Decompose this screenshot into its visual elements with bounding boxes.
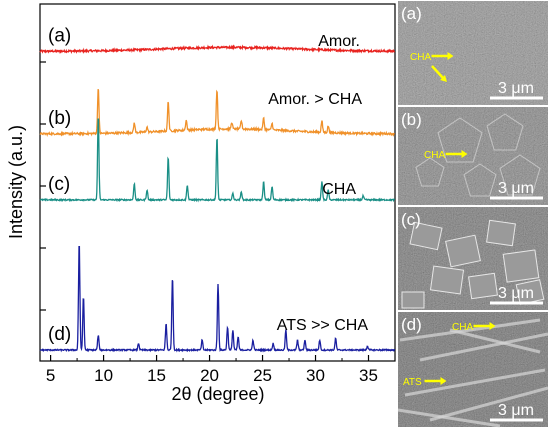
rod-crystal bbox=[397, 408, 501, 428]
arrow-head-icon bbox=[440, 377, 447, 385]
sem-panels: (a) 3 μm CHA (b) 3 μm CHA (c) 3 μm (d) 3 μm CHA ATS bbox=[397, 1, 549, 428]
series-line bbox=[39, 245, 395, 353]
sem-panel: (c) 3 μm bbox=[398, 207, 548, 310]
arrow-head-icon bbox=[447, 52, 454, 60]
sem-panel: (d) 3 μm CHA ATS bbox=[397, 312, 549, 428]
series-name: Amor. bbox=[318, 33, 360, 50]
crystal-shape bbox=[445, 234, 481, 268]
arrow-head-icon bbox=[440, 75, 447, 82]
crystal-shape bbox=[499, 154, 541, 196]
rod-crystal bbox=[404, 368, 546, 397]
trace-tag: (d) bbox=[48, 324, 71, 345]
sem-annotation: CHA bbox=[452, 322, 473, 333]
crystal-shape bbox=[415, 157, 445, 187]
x-tick-label: 10 bbox=[94, 366, 113, 385]
scale-bar-label: 3 μm bbox=[498, 80, 534, 97]
series-line bbox=[39, 44, 396, 55]
x-tick-label: 35 bbox=[359, 366, 378, 385]
crystal-shape bbox=[468, 272, 498, 300]
scale-bar-label: 3 μm bbox=[498, 285, 534, 302]
crystal-shape bbox=[401, 291, 425, 309]
sem-panel: (a) 3 μm CHA bbox=[398, 1, 548, 105]
x-tick-label: 20 bbox=[200, 366, 219, 385]
sem-panel-letter: (d) bbox=[401, 315, 422, 334]
trace-labels: (a) Amor. (b) Amor. > CHA (c) CHA (d) ATS >> CH… bbox=[48, 25, 368, 345]
crystal-shape bbox=[429, 265, 465, 295]
y-axis-ticks bbox=[40, 61, 46, 311]
crystal-shape bbox=[463, 163, 497, 197]
sem-panel-letter: (b) bbox=[401, 110, 422, 129]
arrow-icon bbox=[431, 65, 444, 79]
xrd-traces bbox=[39, 44, 396, 353]
sem-annotation: CHA bbox=[410, 52, 431, 63]
trace-tag: (b) bbox=[48, 108, 71, 129]
series-name: Amor. > CHA bbox=[268, 91, 362, 108]
sem-texture bbox=[398, 1, 548, 105]
crystal-shape bbox=[437, 117, 483, 163]
x-tick-label: 30 bbox=[306, 366, 325, 385]
rod-crystal bbox=[419, 332, 549, 362]
trace-tag: (a) bbox=[48, 25, 71, 46]
plot-frame bbox=[39, 3, 396, 362]
rod-crystal bbox=[429, 386, 549, 422]
xrd-plot: 5 10 15 20 25 30 35 2θ (degree) Intensity (a.u… bbox=[6, 3, 396, 404]
sem-texture bbox=[398, 107, 548, 205]
y-axis-title: Intensity (a.u.) bbox=[6, 125, 26, 239]
trace-tag: (c) bbox=[48, 174, 70, 195]
crystal-shape bbox=[486, 113, 524, 151]
crystal-shape bbox=[409, 221, 443, 251]
crystal-shape bbox=[486, 219, 516, 247]
sem-annotation: CHA bbox=[424, 150, 445, 161]
scale-bar-label: 3 μm bbox=[498, 402, 534, 419]
crystal-shape bbox=[502, 249, 540, 283]
sem-panel-letter: (c) bbox=[401, 210, 421, 229]
x-tick-label: 5 bbox=[46, 366, 55, 385]
x-axis-ticks: 5 10 15 20 25 30 35 bbox=[46, 355, 396, 385]
rod-crystal bbox=[449, 328, 541, 354]
sem-panel-letter: (a) bbox=[401, 4, 422, 23]
sem-annotation: ATS bbox=[403, 377, 422, 388]
series-name: ATS >> CHA bbox=[277, 317, 369, 334]
rod-crystal bbox=[399, 318, 541, 342]
series-line bbox=[39, 88, 395, 137]
x-tick-label: 25 bbox=[253, 366, 272, 385]
scale-bar-label: 3 μm bbox=[498, 180, 534, 197]
arrow-head-icon bbox=[489, 322, 496, 330]
sem-panel: (b) 3 μm CHA bbox=[398, 107, 548, 205]
arrow-head-icon bbox=[461, 150, 468, 158]
series-line bbox=[39, 118, 395, 203]
x-axis-title: 2θ (degree) bbox=[171, 384, 264, 404]
x-tick-label: 15 bbox=[147, 366, 166, 385]
series-name: CHA bbox=[322, 181, 356, 198]
